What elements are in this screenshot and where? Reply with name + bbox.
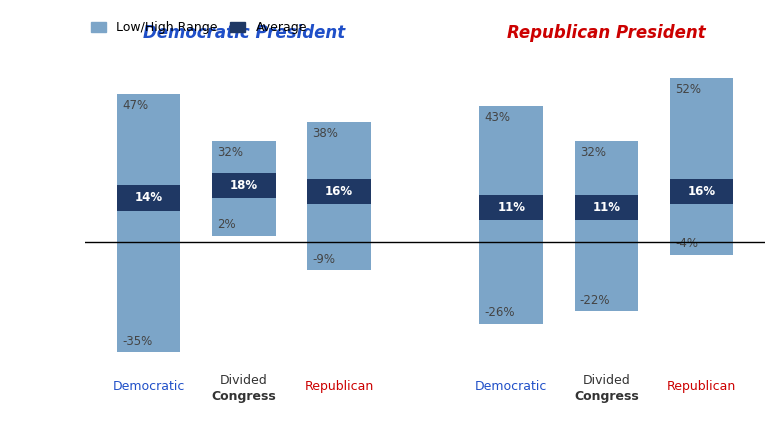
- Text: 16%: 16%: [325, 185, 353, 198]
- Text: 11%: 11%: [497, 201, 525, 214]
- Text: Republican: Republican: [304, 381, 374, 393]
- Text: 2%: 2%: [217, 218, 236, 231]
- Text: Democratic President: Democratic President: [143, 25, 345, 43]
- Bar: [575, 195, 638, 220]
- Bar: [670, 78, 733, 255]
- Text: Republican President: Republican President: [507, 25, 706, 43]
- Text: -22%: -22%: [580, 294, 610, 307]
- Text: 16%: 16%: [687, 185, 715, 198]
- Bar: [117, 94, 180, 352]
- Text: 14%: 14%: [135, 191, 163, 205]
- Text: 32%: 32%: [580, 146, 606, 159]
- Text: 52%: 52%: [675, 83, 701, 96]
- Text: 43%: 43%: [484, 111, 511, 124]
- Bar: [307, 179, 370, 204]
- Bar: [480, 106, 543, 324]
- Text: 18%: 18%: [230, 179, 258, 192]
- Bar: [212, 141, 275, 236]
- Bar: [480, 195, 543, 220]
- Text: Democratic: Democratic: [475, 381, 548, 393]
- Text: 11%: 11%: [592, 201, 620, 214]
- Text: 38%: 38%: [312, 127, 339, 140]
- Legend: Low/High Range, Average: Low/High Range, Average: [91, 21, 307, 34]
- Text: Republican: Republican: [667, 381, 736, 393]
- Y-axis label: Annual S&P 500 Performance
(1933–2023): Annual S&P 500 Performance (1933–2023): [0, 134, 14, 306]
- Text: Democratic: Democratic: [112, 381, 185, 393]
- Text: Divided: Divided: [583, 374, 630, 387]
- Text: -26%: -26%: [484, 306, 515, 319]
- Text: 32%: 32%: [217, 146, 243, 159]
- Text: 47%: 47%: [122, 99, 148, 112]
- Text: Congress: Congress: [211, 390, 276, 403]
- Text: Divided: Divided: [220, 374, 268, 387]
- Bar: [575, 141, 638, 312]
- Text: -9%: -9%: [312, 253, 335, 266]
- Text: -35%: -35%: [122, 335, 152, 348]
- Bar: [212, 172, 275, 198]
- Text: Congress: Congress: [574, 390, 639, 403]
- Text: -4%: -4%: [675, 237, 698, 250]
- Bar: [670, 179, 733, 204]
- Bar: [117, 185, 180, 210]
- Bar: [307, 122, 370, 271]
